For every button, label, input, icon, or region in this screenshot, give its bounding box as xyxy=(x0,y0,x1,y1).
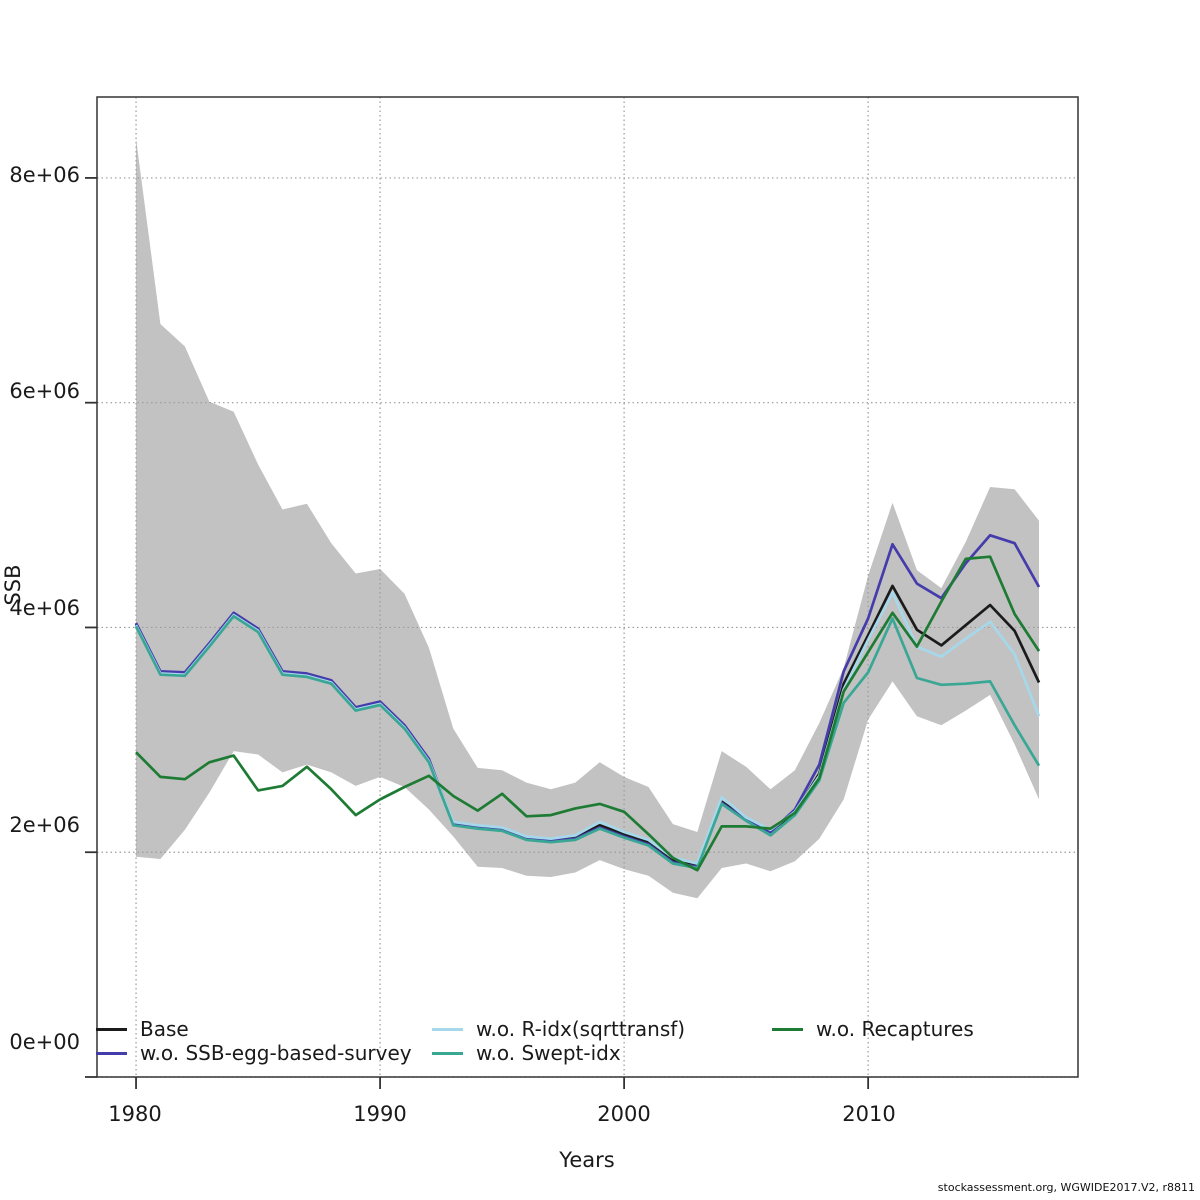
legend-column: Base w.o. SSB-egg-based-survey xyxy=(96,1017,412,1065)
legend-label: Base xyxy=(140,1017,189,1041)
x-tick-label: 2010 xyxy=(842,1102,896,1126)
legend-label: w.o. Swept-idx xyxy=(476,1041,621,1065)
x-tick-label: 1990 xyxy=(353,1102,407,1126)
series-line-w-o-swept-idx xyxy=(134,614,1041,870)
watermark: stockassessment.org, WGWIDE2017.V2, r881… xyxy=(937,1181,1195,1194)
y-axis-title: SSB xyxy=(1,564,25,606)
r-idx-line-swatch xyxy=(432,1027,463,1031)
y-tick-label: 8e+06 xyxy=(9,163,80,187)
legend-item-swept-idx: w.o. Swept-idx xyxy=(432,1041,685,1065)
base-line-swatch xyxy=(96,1027,127,1031)
legend-item-ssb-egg-survey: w.o. SSB-egg-based-survey xyxy=(96,1041,412,1065)
legend-item-base: Base xyxy=(96,1017,412,1041)
legend-column: w.o. Recaptures xyxy=(772,1017,974,1041)
legend-label: w.o. Recaptures xyxy=(816,1017,974,1041)
legend-label: w.o. SSB-egg-based-survey xyxy=(140,1041,412,1065)
ssb-egg-survey-line-swatch xyxy=(96,1051,127,1055)
y-tick-label: 2e+06 xyxy=(9,813,80,837)
legend-column: w.o. R-idx(sqrttransf) w.o. Swept-idx xyxy=(432,1017,685,1065)
legend-item-r-idx: w.o. R-idx(sqrttransf) xyxy=(432,1017,685,1041)
plot-frame xyxy=(96,96,1079,1078)
y-tick-label: 4e+06 xyxy=(9,596,80,620)
x-tick-label: 1980 xyxy=(108,1102,162,1126)
y-tick-label: 0e+00 xyxy=(9,1030,80,1054)
swept-idx-line-swatch xyxy=(432,1051,463,1055)
x-tick-label: 2000 xyxy=(597,1102,651,1126)
confidence-band xyxy=(136,138,1039,899)
legend-label: w.o. R-idx(sqrttransf) xyxy=(476,1017,686,1041)
series-line-w-o-recaptures xyxy=(135,555,1041,872)
y-tick-label: 6e+06 xyxy=(9,379,80,403)
recaptures-line-swatch xyxy=(772,1027,803,1031)
legend-item-recaptures: w.o. Recaptures xyxy=(772,1017,974,1041)
x-axis-title: Years xyxy=(559,1148,615,1172)
